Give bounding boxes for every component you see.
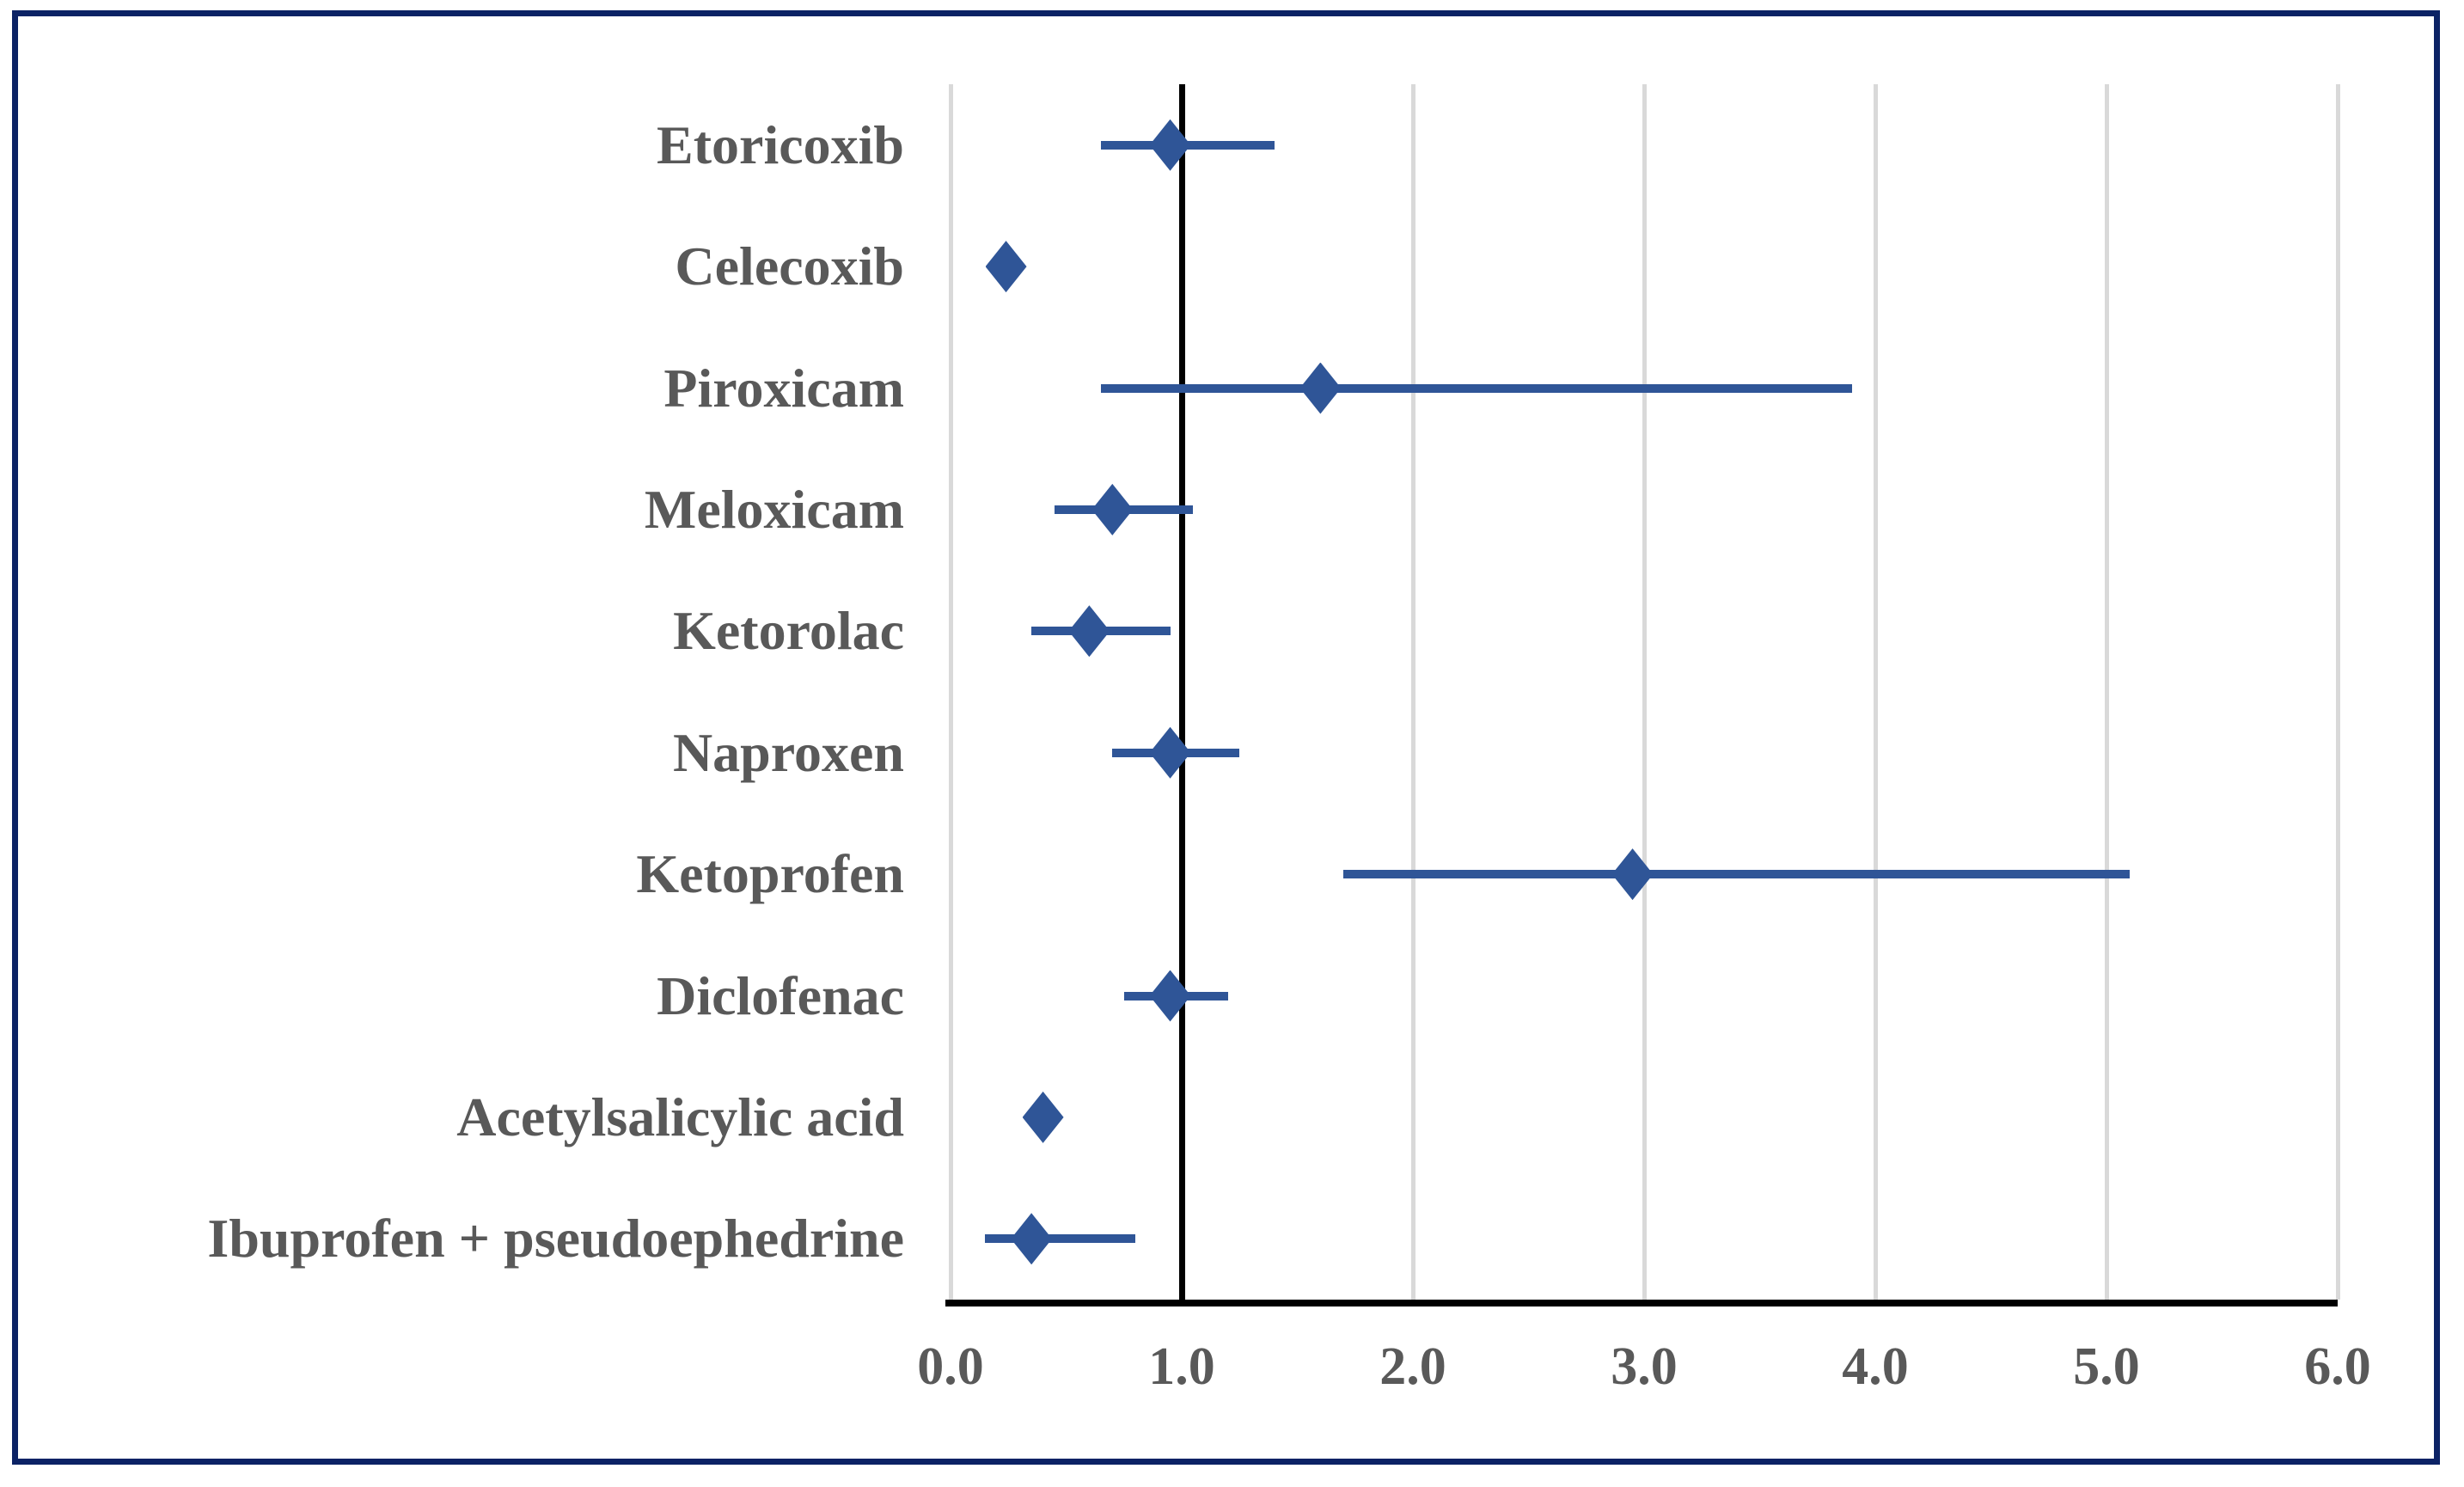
category-label: Ibuprofen + pseudoephedrine bbox=[207, 1208, 904, 1270]
category-label: Ketorolac bbox=[673, 600, 904, 662]
x-axis-tick-label: 6.0 bbox=[2304, 1337, 2371, 1396]
gridline bbox=[948, 84, 953, 1300]
gridline bbox=[2104, 84, 2109, 1300]
category-label: Piroxicam bbox=[663, 357, 904, 419]
gridline bbox=[1873, 84, 1878, 1300]
x-axis-line bbox=[945, 1300, 2338, 1306]
gridline bbox=[2335, 84, 2340, 1300]
category-label: Meloxicam bbox=[644, 478, 904, 540]
confidence-interval-line bbox=[1343, 870, 2130, 879]
gridline bbox=[1642, 84, 1647, 1300]
confidence-interval-line bbox=[985, 1234, 1136, 1244]
x-axis-tick-label: 4.0 bbox=[1842, 1337, 1909, 1396]
gridline bbox=[1410, 84, 1415, 1300]
category-label: Naproxen bbox=[672, 721, 904, 783]
x-axis-tick-label: 5.0 bbox=[2073, 1337, 2140, 1396]
x-axis-tick-label: 1.0 bbox=[1148, 1337, 1215, 1396]
category-label: Diclofenac bbox=[657, 964, 904, 1026]
x-axis-tick-label: 2.0 bbox=[1379, 1337, 1446, 1396]
category-label: Etoricoxib bbox=[657, 113, 904, 175]
reference-line bbox=[1178, 84, 1185, 1300]
category-label: Acetylsalicylic acid bbox=[456, 1086, 904, 1147]
category-label: Celecoxib bbox=[675, 236, 904, 297]
figure-border bbox=[12, 10, 2440, 1465]
confidence-interval-line bbox=[1100, 383, 1853, 393]
category-label: Ketoprofen bbox=[636, 843, 904, 905]
x-axis-tick-label: 0.0 bbox=[917, 1337, 984, 1396]
x-axis-tick-label: 3.0 bbox=[1611, 1337, 1678, 1396]
